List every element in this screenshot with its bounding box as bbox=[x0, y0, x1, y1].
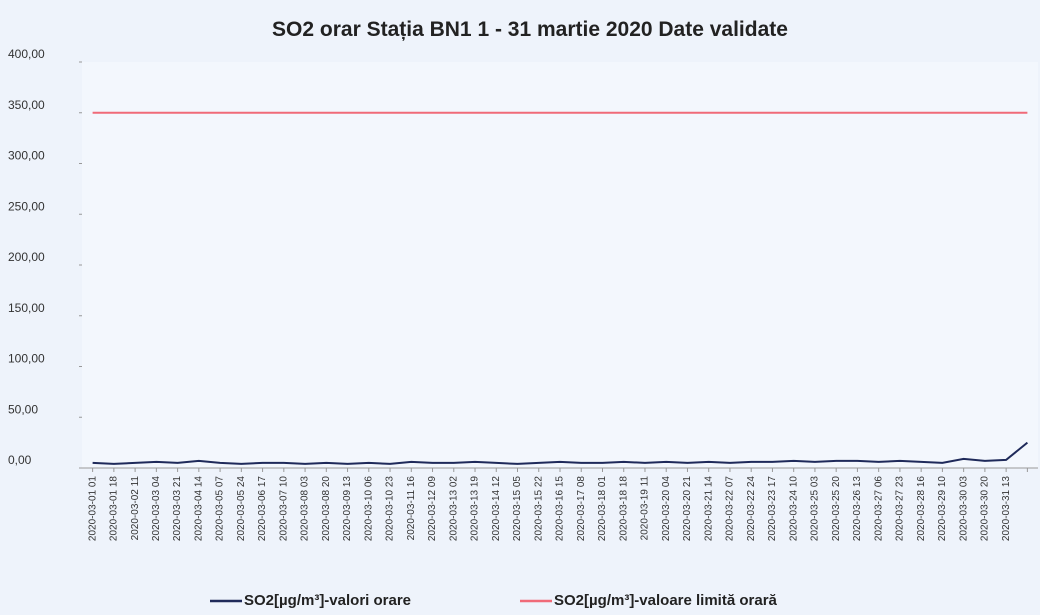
x-tick-label: 2020-03-30 20 bbox=[980, 476, 991, 541]
x-tick-label: 2020-03-23 17 bbox=[767, 476, 778, 541]
x-tick-label: 2020-03-04 14 bbox=[193, 476, 204, 541]
x-tick-label: 2020-03-07 10 bbox=[278, 476, 289, 541]
x-tick-label: 2020-03-31 13 bbox=[1001, 476, 1012, 541]
x-tick-label: 2020-03-13 19 bbox=[470, 476, 481, 541]
x-tick-label: 2020-03-05 24 bbox=[236, 476, 247, 541]
x-tick-label: 2020-03-15 22 bbox=[533, 476, 544, 541]
x-tick-label: 2020-03-26 13 bbox=[852, 476, 863, 541]
x-tick-label: 2020-03-25 03 bbox=[810, 476, 821, 541]
y-tick-label: 0,00 bbox=[8, 453, 32, 467]
x-tick-label: 2020-03-29 10 bbox=[937, 476, 948, 541]
legend-label: SO2[µg/m³]-valoare limită orară bbox=[554, 592, 778, 609]
x-tick-label: 2020-03-22 24 bbox=[746, 476, 757, 541]
y-tick-label: 200,00 bbox=[8, 250, 45, 264]
x-tick-label: 2020-03-22 07 bbox=[725, 476, 736, 541]
x-tick-label: 2020-03-27 23 bbox=[895, 476, 906, 541]
x-tick-label: 2020-03-01 01 bbox=[87, 476, 98, 541]
x-tick-label: 2020-03-30 03 bbox=[958, 476, 969, 541]
x-tick-label: 2020-03-08 20 bbox=[321, 476, 332, 541]
x-tick-label: 2020-03-08 03 bbox=[300, 476, 311, 541]
x-tick-label: 2020-03-24 10 bbox=[788, 476, 799, 541]
x-tick-label: 2020-03-09 13 bbox=[342, 476, 353, 541]
x-tick-label: 2020-03-06 17 bbox=[257, 476, 268, 541]
x-tick-label: 2020-03-11 16 bbox=[406, 476, 417, 541]
x-tick-label: 2020-03-16 15 bbox=[555, 476, 566, 541]
x-tick-label: 2020-03-12 09 bbox=[427, 476, 438, 541]
x-tick-label: 2020-03-03 04 bbox=[151, 476, 162, 541]
x-tick-label: 2020-03-25 20 bbox=[831, 476, 842, 541]
x-tick-label: 2020-03-10 06 bbox=[363, 476, 374, 541]
x-tick-label: 2020-03-15 05 bbox=[512, 476, 523, 541]
x-tick-label: 2020-03-01 18 bbox=[109, 476, 120, 541]
x-tick-label: 2020-03-13 02 bbox=[448, 476, 459, 541]
x-tick-label: 2020-03-21 14 bbox=[703, 476, 714, 541]
x-tick-label: 2020-03-14 12 bbox=[491, 476, 502, 541]
y-tick-label: 350,00 bbox=[8, 98, 45, 112]
x-tick-label: 2020-03-18 18 bbox=[618, 476, 629, 541]
legend-label: SO2[µg/m³]-valori orare bbox=[244, 592, 411, 609]
x-tick-label: 2020-03-19 11 bbox=[640, 476, 651, 541]
plot-area bbox=[82, 62, 1038, 468]
x-tick-label: 2020-03-17 08 bbox=[576, 476, 587, 541]
x-tick-label: 2020-03-27 06 bbox=[873, 476, 884, 541]
y-tick-label: 150,00 bbox=[8, 301, 45, 315]
x-tick-label: 2020-03-20 04 bbox=[661, 476, 672, 541]
y-tick-label: 400,00 bbox=[8, 47, 45, 61]
x-tick-label: 2020-03-20 21 bbox=[682, 476, 693, 541]
chart-title: SO2 orar Stația BN1 1 - 31 martie 2020 D… bbox=[272, 18, 788, 41]
x-tick-label: 2020-03-03 21 bbox=[172, 476, 183, 541]
series-line bbox=[92, 441, 1029, 465]
x-tick-label: 2020-03-18 01 bbox=[597, 476, 608, 541]
x-tick-label: 2020-03-05 07 bbox=[215, 476, 226, 541]
x-tick-label: 2020-03-02 11 bbox=[130, 476, 141, 541]
x-tick-label: 2020-03-28 16 bbox=[916, 476, 927, 541]
y-tick-label: 300,00 bbox=[8, 149, 45, 163]
y-tick-label: 100,00 bbox=[8, 352, 45, 366]
x-tick-label: 2020-03-10 23 bbox=[385, 476, 396, 541]
y-tick-label: 50,00 bbox=[8, 402, 38, 416]
y-tick-label: 250,00 bbox=[8, 199, 45, 213]
